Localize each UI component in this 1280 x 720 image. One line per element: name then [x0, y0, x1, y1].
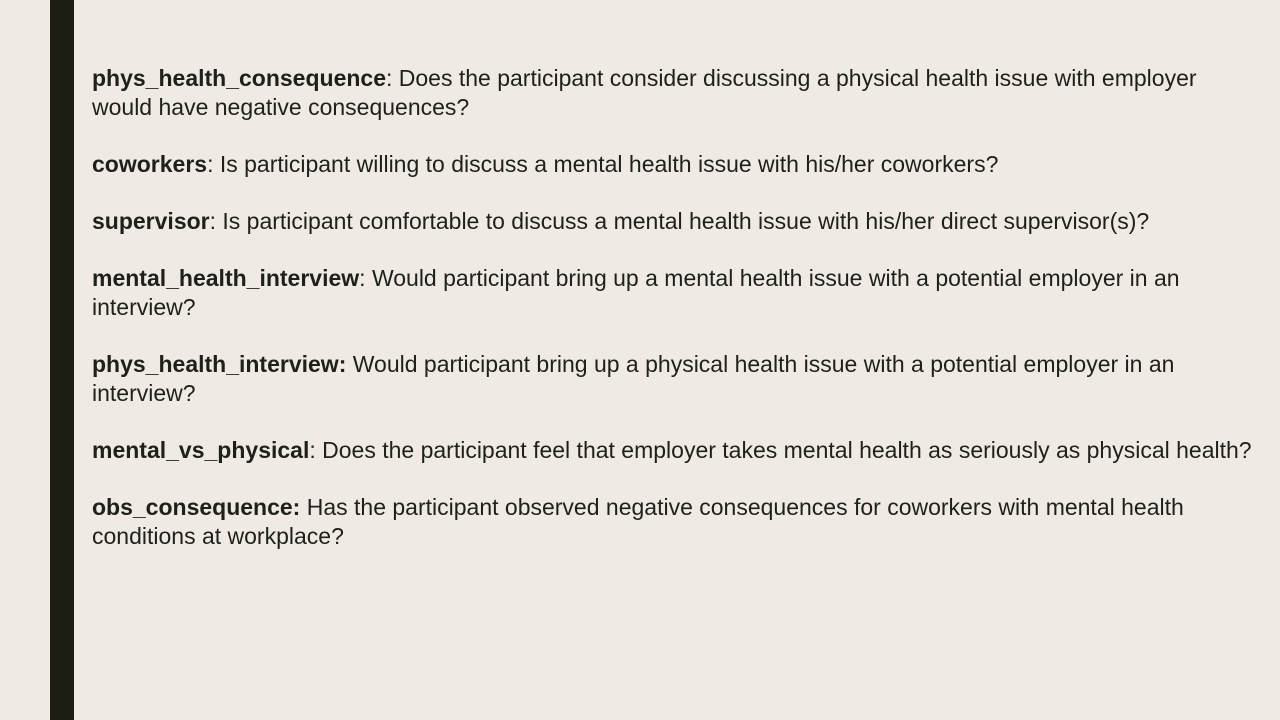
term: obs_consequence: — [92, 494, 301, 520]
term: mental_vs_physical — [92, 437, 310, 463]
definition-entry-coworkers: coworkers: Is participant willing to dis… — [92, 150, 1257, 179]
definition: Is participant comfortable to discuss a … — [222, 208, 1150, 234]
term: supervisor — [92, 208, 210, 234]
term: mental_health_interview — [92, 265, 360, 291]
definition: Would participant bring up a mental heal… — [92, 265, 1180, 320]
definition-entry-mental-vs-physical: mental_vs_physical: Does the participant… — [92, 436, 1257, 465]
definition-entry-supervisor: supervisor: Is participant comfortable t… — [92, 207, 1257, 236]
definition-entry-mental-health-interview: mental_health_interview: Would participa… — [92, 264, 1257, 322]
definition-list: phys_health_consequence: Does the partic… — [92, 64, 1257, 579]
definition: Does the participant consider discussing… — [92, 65, 1197, 120]
accent-bar — [50, 0, 74, 720]
separator: : — [209, 208, 223, 234]
term: phys_health_consequence — [92, 65, 386, 91]
term: coworkers — [92, 151, 208, 177]
definition-entry-phys-health-consequence: phys_health_consequence: Does the partic… — [92, 64, 1257, 122]
separator: : — [386, 65, 399, 91]
separator: : — [207, 151, 220, 177]
definition: Does the participant feel that employer … — [322, 437, 1252, 463]
definition: Has the participant observed negative co… — [92, 494, 1184, 549]
separator: : — [359, 265, 372, 291]
definition-entry-obs-consequence: obs_consequence: Has the participant obs… — [92, 493, 1257, 551]
separator: : — [309, 437, 323, 463]
definition-entry-phys-health-interview: phys_health_interview: Would participant… — [92, 350, 1257, 408]
definition: Would participant bring up a physical he… — [92, 351, 1175, 406]
term: phys_health_interview: — [92, 351, 347, 377]
definition: Is participant willing to discuss a ment… — [219, 151, 999, 177]
